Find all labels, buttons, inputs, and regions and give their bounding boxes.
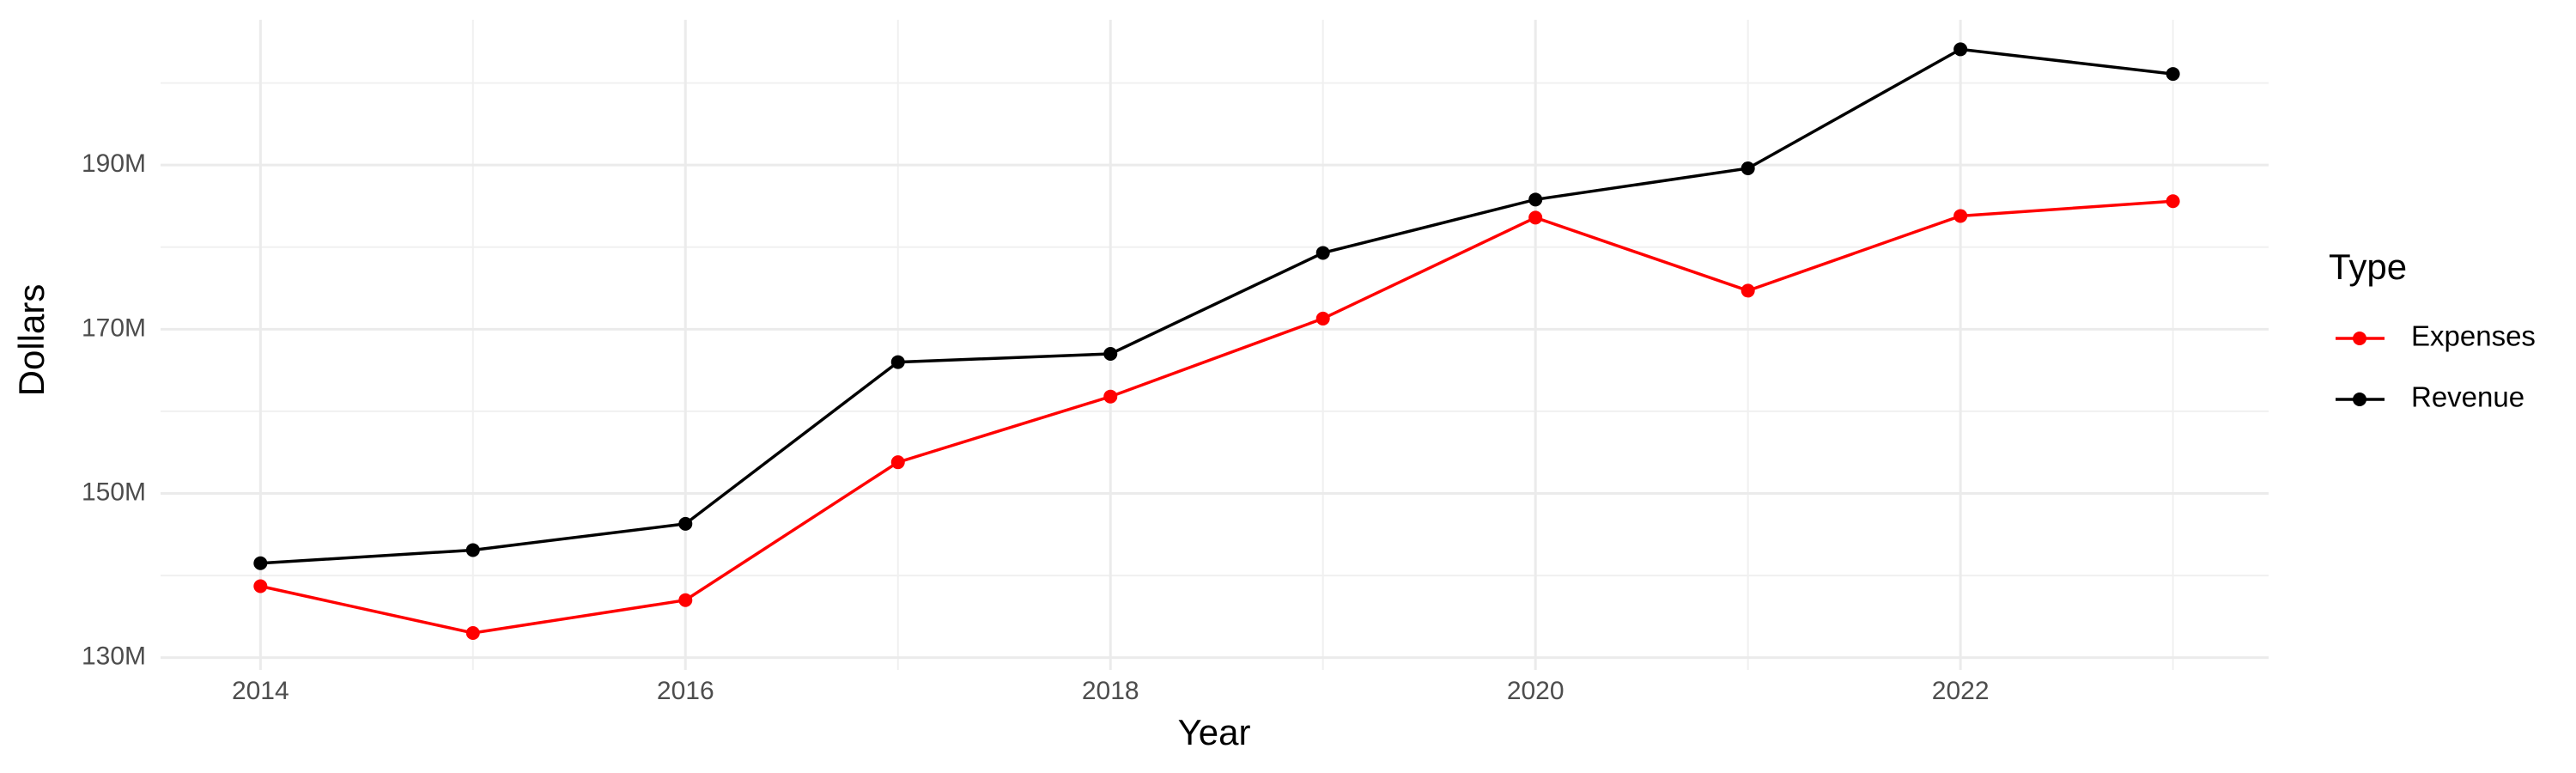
data-point	[1528, 192, 1543, 207]
x-tick-label: 2018	[1082, 677, 1139, 705]
legend-marker	[2353, 393, 2366, 406]
x-tick-label: 2014	[232, 677, 289, 705]
legend-label: Expenses	[2411, 320, 2536, 352]
data-point	[1953, 209, 1968, 223]
plot-area	[253, 42, 2180, 640]
legend-title: Type	[2329, 247, 2407, 287]
data-point	[678, 593, 693, 607]
data-point	[890, 455, 905, 470]
data-point	[2166, 67, 2180, 82]
legend-marker	[2353, 332, 2366, 345]
data-point	[678, 516, 693, 531]
y-tick-label: 190M	[82, 149, 146, 178]
y-tick-label: 150M	[82, 478, 146, 506]
data-point	[1315, 246, 1330, 260]
data-point	[1103, 347, 1118, 362]
data-point	[1741, 283, 1755, 298]
data-point	[1315, 311, 1330, 326]
data-point	[465, 543, 480, 557]
grid	[161, 20, 2269, 670]
y-tick-label: 130M	[82, 642, 146, 671]
data-point	[253, 556, 268, 570]
data-point	[465, 625, 480, 640]
data-point	[253, 579, 268, 593]
data-point	[1103, 389, 1118, 404]
series-line	[259, 199, 2173, 635]
x-axis-title: Year	[1178, 712, 1251, 752]
data-point	[1953, 42, 1968, 57]
x-tick-label: 2016	[657, 677, 714, 705]
data-point	[1528, 210, 1543, 225]
data-point	[1741, 161, 1755, 176]
y-tick-label: 170M	[82, 313, 146, 342]
x-tick-label: 2022	[1932, 677, 1990, 705]
x-tick-label: 2020	[1507, 677, 1564, 705]
data-point	[2166, 194, 2180, 209]
y-axis-title: Dollars	[11, 284, 52, 397]
series-line	[260, 47, 2173, 565]
legend-label: Revenue	[2411, 381, 2524, 413]
data-point	[890, 355, 905, 369]
